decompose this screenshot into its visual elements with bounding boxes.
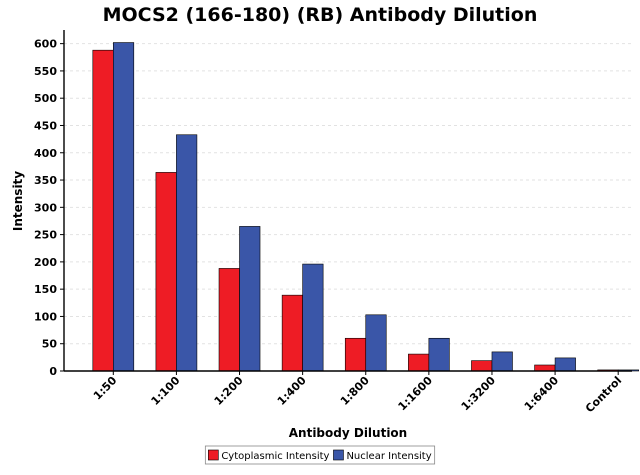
y-axis-label: Intensity: [11, 171, 25, 231]
bar-nuclear: [302, 263, 324, 372]
bar-cytoplasmic: [408, 353, 430, 372]
y-tick-label: 200: [34, 256, 57, 269]
y-tick-label: 100: [34, 310, 57, 323]
bar-nuclear: [491, 351, 513, 372]
legend-swatch-nuclear: [333, 449, 344, 461]
x-tick-label: 1:800: [338, 374, 372, 408]
bar-cytoplasmic: [218, 268, 240, 372]
x-tick-label: 1:50: [91, 374, 120, 403]
y-tick-label: 250: [34, 229, 57, 242]
y-tick-label: 150: [34, 283, 57, 296]
bar-nuclear: [365, 314, 387, 372]
gridlines: [64, 43, 632, 345]
bar-nuclear: [113, 42, 135, 372]
y-tick-label: 400: [34, 147, 57, 160]
chart-title: MOCS2 (166-180) (RB) Antibody Dilution: [103, 4, 538, 26]
bar-nuclear: [554, 357, 576, 372]
bar-cytoplasmic: [155, 172, 177, 372]
bar-cytoplasmic: [471, 360, 493, 372]
y-tick-label: 550: [34, 65, 57, 78]
y-tick-label: 0: [49, 365, 57, 378]
bar-cytoplasmic: [92, 49, 114, 372]
legend-swatch-cytoplasmic: [208, 449, 219, 461]
bar-cytoplasmic: [281, 294, 303, 372]
bar-cytoplasmic: [344, 337, 367, 372]
x-axis-ticks: 1:50 1:100 1:200 1:400 1:800 1:1600 1:3200 1:64…: [91, 371, 624, 415]
y-tick-label: 300: [34, 201, 57, 214]
x-tick-label: Control: [583, 374, 624, 415]
x-axis-label: Antibody Dilution: [289, 426, 407, 440]
y-tick-label: 50: [42, 338, 58, 351]
y-tick-label: 500: [34, 92, 57, 105]
x-tick-label: 1:6400: [522, 374, 562, 414]
x-tick-label: 1:100: [149, 374, 183, 408]
y-tick-label: 600: [34, 38, 57, 51]
x-tick-label: 1:1600: [396, 374, 436, 414]
legend: Cytoplasmic Intensity Nuclear Intensity: [204, 445, 436, 465]
y-tick-label: 350: [34, 174, 57, 187]
legend-box: [204, 445, 436, 465]
x-tick-label: 1:3200: [459, 374, 499, 414]
bars: [92, 42, 639, 372]
x-tick-label: 1:400: [275, 374, 309, 408]
y-axis-ticks: 0 50 100 150 200 250 300 350 400 450 500 550 600: [34, 38, 64, 378]
bar-nuclear: [239, 226, 261, 372]
bar-nuclear: [428, 337, 450, 372]
legend-label-nuclear: Nuclear Intensity: [346, 451, 431, 462]
legend-label-cytoplasmic: Cytoplasmic Intensity: [221, 451, 329, 462]
bar-cytoplasmic: [534, 364, 556, 372]
bar-nuclear: [176, 134, 198, 372]
y-tick-label: 450: [34, 119, 57, 132]
x-tick-label: 1:200: [212, 374, 246, 408]
